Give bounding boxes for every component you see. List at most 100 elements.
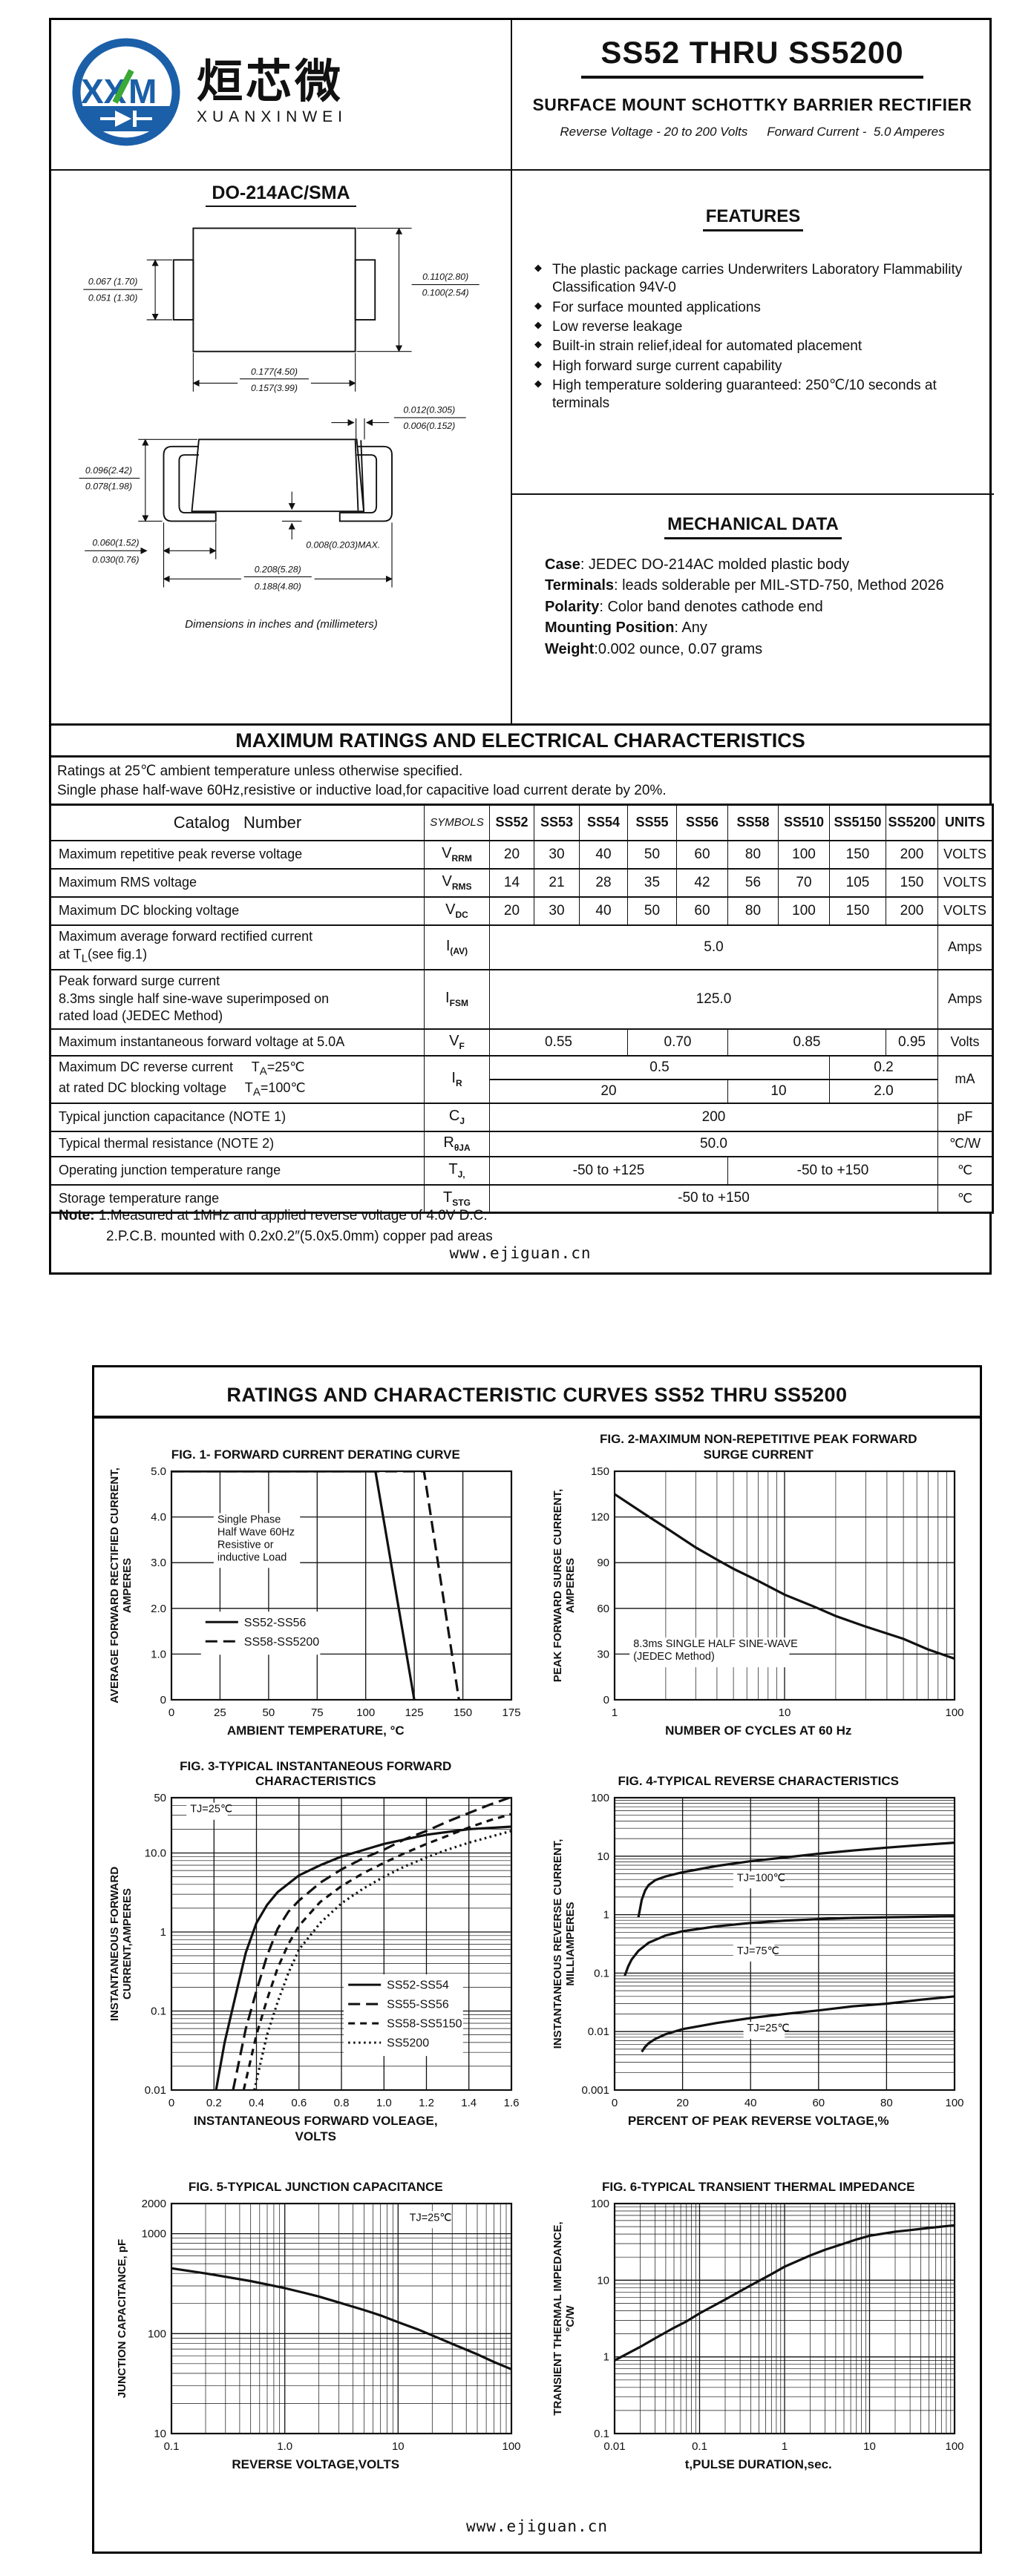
fig2-svg: 8.3ms SINGLE HALF SINE-WAVE(JEDEC Method… xyxy=(551,1465,964,1719)
features-section: FEATURES The plastic package carries Und… xyxy=(512,171,994,723)
table-row: Peak forward surge current 8.3ms single h… xyxy=(50,968,993,1030)
mechanical-heading: MECHANICAL DATA xyxy=(512,514,994,539)
svg-text:0.096(2.42): 0.096(2.42) xyxy=(85,465,131,476)
y-tick-label: 1 xyxy=(603,1909,609,1922)
value-cell: -50 to +150 xyxy=(727,1155,938,1186)
value-cell: 80 xyxy=(727,896,779,926)
table-row: Storage temperature range TSTG -50 to +150… xyxy=(50,1183,993,1214)
note-label: Note: xyxy=(59,1208,95,1223)
x-tick-label: 1.0 xyxy=(376,2097,392,2109)
y-tick-label: 100 xyxy=(591,2198,609,2210)
fig5-svg: TJ=25℃ 0.1 1.0 10 100 10 100 1000 2000 JUNCTION C… xyxy=(116,2198,521,2453)
row-label: Typical junction capacitance (NOTE 1) xyxy=(50,1102,425,1132)
x-tick-label: 20 xyxy=(676,2097,689,2109)
figure-3-title: FIG. 3-TYPICAL INSTANTANEOUS FORWARD CHA… xyxy=(180,1758,452,1788)
figure-4-xlabel: PERCENT OF PEAK REVERSE VOLTAGE,% xyxy=(627,2114,889,2129)
series-SS55-SS56 xyxy=(232,1798,512,2091)
row-unit: mA xyxy=(937,1054,993,1104)
package-outline-drawing: 0.067 (1.70) 0.051 (1.30) 0.110(2.80) 0.… xyxy=(79,227,480,631)
annotation: Half Wave 60Hz xyxy=(217,1526,295,1538)
value-cell: 150 xyxy=(829,839,886,870)
row-unit: ℃/W xyxy=(937,1130,993,1157)
figure-grid: FIG. 1- FORWARD CURRENT DERATING CURVE S… xyxy=(94,1431,980,2473)
value-cell: 0.95 xyxy=(886,1028,938,1057)
x-tick-label: 1 xyxy=(782,2440,788,2453)
ratings-conditions: Ratings at 25℃ ambient temperature unles… xyxy=(57,762,667,800)
mechanical-line: Weight:0.002 ounce, 0.07 grams xyxy=(545,640,763,657)
figure-3-xlabel: INSTANTANEOUS FORWARD VOLEAGE, VOLTS xyxy=(193,2114,438,2143)
column-header-symbols: SYMBOLS xyxy=(424,804,490,841)
row-unit: ℃ xyxy=(937,1183,993,1214)
value-cell: 10 xyxy=(727,1078,830,1104)
value-cell: 0.70 xyxy=(627,1028,728,1057)
series-SS58-SS5150 xyxy=(242,1813,512,2091)
row-label: Maximum DC blocking voltage xyxy=(50,896,425,926)
condition-line: Ratings at 25℃ ambient temperature unles… xyxy=(57,763,463,779)
figure-1-plot: Single Phase Half Wave 60Hz Resistive or in… xyxy=(99,1464,533,1724)
value-cell: 2.0 xyxy=(829,1078,938,1104)
row-symbol: TSTG xyxy=(424,1183,490,1214)
row-symbol: VF xyxy=(424,1028,490,1057)
x-tick-label: 0 xyxy=(168,2097,174,2109)
figure-1: FIG. 1- FORWARD CURRENT DERATING CURVE S… xyxy=(99,1431,533,1738)
value-cell: 0.55 xyxy=(489,1028,628,1057)
figure-1-title: FIG. 1- FORWARD CURRENT DERATING CURVE xyxy=(171,1447,460,1462)
figure-5-xlabel: REVERSE VOLTAGE,VOLTS xyxy=(232,2457,400,2472)
fig4-svg: TJ=100℃ TJ=75℃ TJ=25℃ 0 20 40 60 80 100 0.001 0.01… xyxy=(551,1792,964,2109)
column-header-units: UNITS xyxy=(937,804,993,841)
value-cell: 200 xyxy=(886,839,938,870)
series-SS58-SS5200 xyxy=(171,1471,461,1700)
annotation: TJ=75℃ xyxy=(737,1945,779,1957)
y-tick-label: 1000 xyxy=(142,2228,166,2241)
x-tick-label: 80 xyxy=(880,2097,893,2109)
y-tick-label: 10.0 xyxy=(145,1847,166,1860)
svg-text:0.208(5.28): 0.208(5.28) xyxy=(254,565,301,575)
x-tick-label: 0.2 xyxy=(206,2097,222,2109)
x-tick-label: 125 xyxy=(405,1706,424,1719)
row-unit: VOLTS xyxy=(937,867,993,898)
row-label: Maximum average forward rectified curren… xyxy=(50,924,425,970)
table-header-row: Catalog Number SYMBOLS SS52 SS53 SS54 SS55 SS5… xyxy=(50,804,993,841)
x-tick-label: 10 xyxy=(778,1706,791,1719)
row-symbol: VDC xyxy=(424,896,490,926)
x-tick-label: 1 xyxy=(612,1706,618,1719)
row-symbol: IR xyxy=(424,1054,490,1104)
svg-text:0.067 (1.70): 0.067 (1.70) xyxy=(88,277,137,287)
header-divider xyxy=(51,169,989,171)
y-tick-label: 10 xyxy=(597,2275,609,2287)
y-tick-label: 10 xyxy=(154,2428,167,2440)
diode-symbol-icon xyxy=(115,111,131,127)
y-tick-label: 150 xyxy=(591,1465,609,1478)
figure-5-plot: TJ=25℃ 0.1 1.0 10 100 10 100 1000 2000 JUNCTION C… xyxy=(99,2196,533,2457)
feature-item: High forward surge current capability xyxy=(534,358,981,375)
figure-4-plot: TJ=100℃ TJ=75℃ TJ=25℃ 0 20 40 60 80 100 0.001 0.01… xyxy=(541,1790,975,2114)
fig3-svg: TJ=25℃ SS52-SS54 SS55-SS56 SS58-SS5150 SS520… xyxy=(108,1792,519,2109)
row-symbol: VRRM xyxy=(424,839,490,870)
value-cell: 40 xyxy=(579,839,628,870)
row-unit: Amps xyxy=(937,924,993,970)
figure-5: FIG. 5-TYPICAL JUNCTION CAPACITANCE TJ=2… xyxy=(99,2163,533,2472)
title-block: SS52 THRU SS5200 SURFACE MOUNT SCHOTTKY … xyxy=(512,20,992,169)
x-tick-label: 10 xyxy=(863,2440,876,2453)
figure-6: FIG. 6-TYPICAL TRANSIENT THERMAL IMPEDAN… xyxy=(541,2163,975,2472)
annotation: TJ=100℃ xyxy=(737,1873,785,1885)
row-unit: pF xyxy=(937,1102,993,1132)
column-header-part: SS58 xyxy=(727,804,779,841)
svg-text:0.008(0.203)MAX.: 0.008(0.203)MAX. xyxy=(306,540,380,551)
legend-label: SS5200 xyxy=(387,2037,429,2050)
mechanical-lines: Case: JEDEC DO-214AC molded plastic body… xyxy=(545,554,973,660)
value-cell: 35 xyxy=(627,867,677,898)
dimensions-caption: Dimensions in inches and (millimeters) xyxy=(185,618,378,631)
mechanical-line: Case: JEDEC DO-214AC molded plastic body xyxy=(545,556,850,573)
value-cell: 28 xyxy=(579,867,628,898)
y-axis-label: INSTANTANEOUS REVERSE CURRENT,MILLIAMPER… xyxy=(551,1839,577,2049)
row-label: Operating junction temperature range xyxy=(50,1155,425,1186)
row-label: Maximum repetitive peak reverse voltage xyxy=(50,839,425,870)
legend-label: SS52-SS56 xyxy=(244,1617,307,1629)
package-name: DO-214AC/SMA xyxy=(51,183,511,207)
legend-label: SS55-SS56 xyxy=(387,1999,449,2011)
y-tick-label: 100 xyxy=(591,1792,609,1804)
y-axis-label: PEAK FORWARD SURGE CURRENT,AMPERES xyxy=(551,1489,577,1683)
x-tick-label: 75 xyxy=(311,1706,324,1719)
value-cell: 20 xyxy=(489,896,534,926)
